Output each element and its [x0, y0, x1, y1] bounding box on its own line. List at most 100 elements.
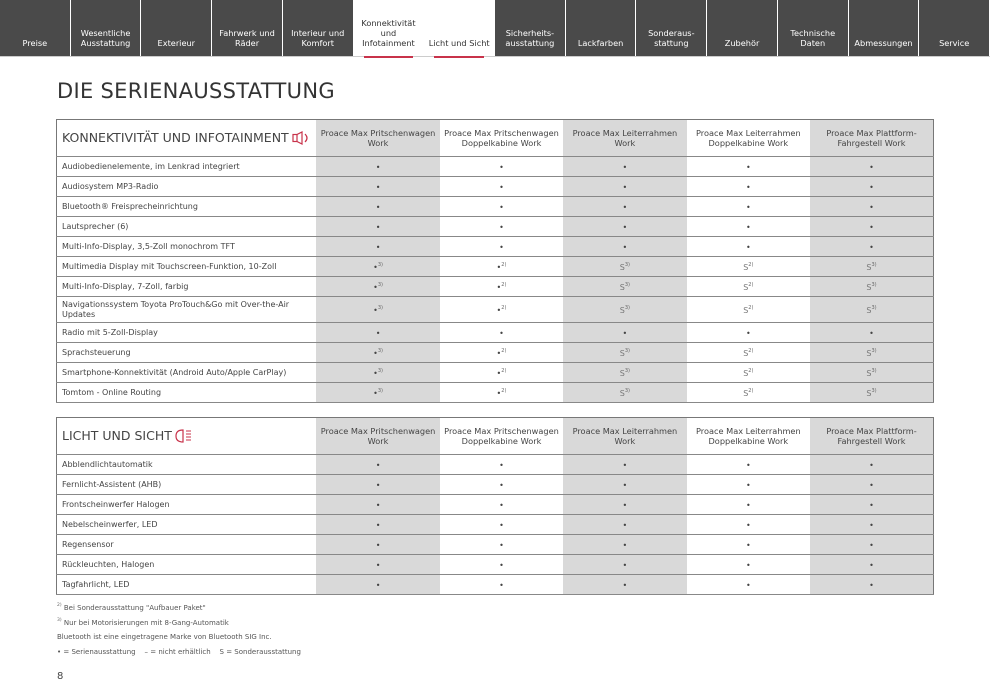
section-title: LICHT UND SICHT: [56, 417, 317, 455]
availability-cell: •: [316, 156, 440, 177]
availability-cell: •: [810, 514, 934, 535]
availability-cell: •: [810, 454, 934, 475]
equipment-table: KONNEKTIVITÄT UND INFOTAINMENT Proace Max…: [56, 119, 934, 403]
nav-tab[interactable]: Konnektivität und Infotainment: [353, 0, 425, 58]
availability-cell: S3): [563, 276, 687, 297]
availability-cell: •: [439, 494, 564, 515]
table-row: Audiobedienelemente, im Lenkrad integrie…: [56, 156, 934, 177]
table-row: Audiosystem MP3-Radio • • • • •: [56, 176, 934, 197]
availability-cell: •: [810, 474, 934, 495]
availability-cell: •: [563, 474, 687, 495]
availability-cell: •: [439, 156, 564, 177]
footnote: 2) Bei Sonderausstattung "Aufbauer Paket…: [57, 603, 206, 612]
table-row: Rückleuchten, Halogen • • • • •: [56, 554, 934, 575]
availability-cell: •: [316, 514, 440, 535]
nav-tab[interactable]: Service: [919, 0, 990, 56]
footnote: Bluetooth ist eine eingetragene Marke vo…: [57, 633, 272, 641]
feature-label: Sprachsteuerung: [56, 342, 317, 363]
footnote: • = Serienausstattung – = nicht erhältli…: [57, 647, 301, 656]
availability-cell: •: [316, 236, 440, 257]
nav-tab[interactable]: Fahrwerk und Räder: [212, 0, 283, 56]
table-row: Multi-Info-Display, 3,5-Zoll monochrom T…: [56, 236, 934, 257]
availability-cell: •: [316, 216, 440, 237]
table-row: Nebelscheinwerfer, LED • • • • •: [56, 514, 934, 535]
availability-cell: •: [686, 322, 811, 343]
availability-cell: •3): [316, 382, 440, 403]
nav-tab[interactable]: Abmessungen: [848, 0, 920, 56]
column-header: Proace Max Leiterrahmen Doppelkabine Wor…: [686, 417, 811, 455]
table-row: Sprachsteuerung •3) •2) S3) S2) S3): [56, 342, 934, 363]
feature-label: Nebelscheinwerfer, LED: [56, 514, 317, 535]
table-row: Tomtom - Online Routing •3) •2) S3) S2) S3): [56, 382, 934, 403]
availability-cell: S3): [810, 362, 934, 383]
feature-label: Regensensor: [56, 534, 317, 555]
section-nav: Preise Wesentliche Ausstattung Exterieur Fa…: [0, 0, 990, 58]
availability-cell: •3): [316, 276, 440, 297]
availability-cell: •: [563, 236, 687, 257]
availability-cell: •: [686, 156, 811, 177]
column-header: Proace Max Leiterrahmen Work: [563, 119, 687, 157]
availability-cell: S3): [563, 362, 687, 383]
page-number: 8: [57, 671, 64, 682]
headlight-icon: [175, 428, 193, 444]
column-header: Proace Max Plattform-Fahrgestell Work: [810, 119, 934, 157]
table-row: Multi-Info-Display, 7-Zoll, farbig •3) •2)…: [56, 276, 934, 297]
table-row: Frontscheinwerfer Halogen • • • • •: [56, 494, 934, 515]
feature-label: Navigationssystem Toyota ProTouch&Go mit…: [56, 296, 317, 323]
availability-cell: •: [563, 454, 687, 475]
feature-label: Tagfahrlicht, LED: [56, 574, 317, 595]
availability-cell: •: [686, 474, 811, 495]
availability-cell: S2): [686, 276, 811, 297]
availability-cell: •: [810, 534, 934, 555]
availability-cell: •: [810, 554, 934, 575]
availability-cell: •: [316, 322, 440, 343]
table-row: Smartphone-Konnektivität (Android Auto/A…: [56, 362, 934, 383]
nav-tab[interactable]: Exterieur: [141, 0, 213, 56]
availability-cell: S2): [686, 382, 811, 403]
nav-tab[interactable]: Sonderaus-stattung: [636, 0, 708, 56]
nav-tab[interactable]: Interieur und Komfort: [282, 0, 354, 56]
table-row: Navigationssystem Toyota ProTouch&Go mit…: [56, 296, 934, 323]
availability-cell: S3): [810, 382, 934, 403]
nav-tab[interactable]: Sicherheits-ausstattung: [495, 0, 566, 56]
availability-cell: S2): [686, 296, 811, 323]
availability-cell: •2): [439, 342, 564, 363]
feature-label: Audiobedienelemente, im Lenkrad integrie…: [56, 156, 317, 177]
availability-cell: •: [810, 236, 934, 257]
availability-cell: •: [810, 196, 934, 217]
column-header: Proace Max Leiterrahmen Doppelkabine Wor…: [686, 119, 811, 157]
feature-label: Tomtom - Online Routing: [56, 382, 317, 403]
availability-cell: S3): [563, 382, 687, 403]
availability-cell: •: [316, 176, 440, 197]
nav-tab[interactable]: Preise: [0, 0, 71, 56]
nav-tab[interactable]: Wesentliche Ausstattung: [70, 0, 142, 56]
availability-cell: •: [439, 514, 564, 535]
nav-tab[interactable]: Lackfarben: [565, 0, 637, 56]
availability-cell: •: [686, 454, 811, 475]
nav-tab[interactable]: Zubehör: [707, 0, 778, 56]
availability-cell: •: [439, 216, 564, 237]
availability-cell: S3): [563, 256, 687, 277]
availability-cell: •: [563, 574, 687, 595]
feature-label: Smartphone-Konnektivität (Android Auto/A…: [56, 362, 317, 383]
column-header: Proace Max Leiterrahmen Work: [563, 417, 687, 455]
availability-cell: •: [686, 236, 811, 257]
availability-cell: •: [439, 534, 564, 555]
availability-cell: •: [563, 534, 687, 555]
nav-tab[interactable]: Technische Daten: [777, 0, 849, 56]
column-header: Proace Max Pritschenwagen Work: [316, 119, 440, 157]
availability-cell: •: [316, 474, 440, 495]
table-row: Abblendlichtautomatik • • • • •: [56, 454, 934, 475]
availability-cell: •: [810, 574, 934, 595]
availability-cell: S2): [686, 362, 811, 383]
availability-cell: •: [810, 494, 934, 515]
availability-cell: •: [316, 196, 440, 217]
nav-tab[interactable]: Licht und Sicht: [424, 0, 496, 58]
availability-cell: •: [563, 156, 687, 177]
section-title: KONNEKTIVITÄT UND INFOTAINMENT: [56, 119, 317, 157]
availability-cell: •: [686, 514, 811, 535]
availability-cell: S3): [810, 276, 934, 297]
availability-cell: •: [810, 322, 934, 343]
speaker-icon: [292, 130, 312, 146]
availability-cell: •: [686, 574, 811, 595]
